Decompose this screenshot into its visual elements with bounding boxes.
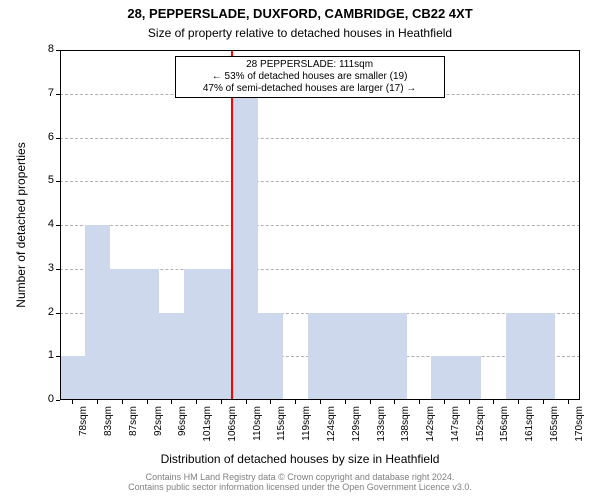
y-tick-label: 8 bbox=[36, 43, 54, 55]
x-tick-mark bbox=[419, 400, 420, 404]
y-tick-label: 7 bbox=[36, 87, 54, 99]
x-tick-mark bbox=[196, 400, 197, 404]
x-tick-mark bbox=[394, 400, 395, 404]
x-tick-label: 106sqm bbox=[227, 406, 238, 456]
x-tick-label: 101sqm bbox=[202, 406, 213, 456]
x-tick-mark bbox=[246, 400, 247, 404]
x-tick-mark bbox=[295, 400, 296, 404]
x-tick-label: 147sqm bbox=[450, 406, 461, 456]
x-tick-mark bbox=[171, 400, 172, 404]
x-tick-label: 133sqm bbox=[376, 406, 387, 456]
x-tick-mark bbox=[493, 400, 494, 404]
x-tick-mark bbox=[518, 400, 519, 404]
plot-area: 28 PEPPERSLADE: 111sqm← 53% of detached … bbox=[60, 50, 580, 400]
y-tick-mark bbox=[56, 225, 60, 226]
y-tick-label: 3 bbox=[36, 262, 54, 274]
x-tick-label: 96sqm bbox=[177, 406, 188, 456]
x-tick-label: 152sqm bbox=[475, 406, 486, 456]
y-tick-label: 0 bbox=[36, 393, 54, 405]
y-tick-label: 2 bbox=[36, 306, 54, 318]
y-tick-mark bbox=[56, 356, 60, 357]
x-tick-label: 124sqm bbox=[326, 406, 337, 456]
x-tick-mark bbox=[72, 400, 73, 404]
x-tick-mark bbox=[370, 400, 371, 404]
y-axis-label: Number of detached properties bbox=[14, 70, 28, 380]
x-axis-label: Distribution of detached houses by size … bbox=[0, 452, 600, 466]
footer-text: Contains HM Land Registry data © Crown c… bbox=[0, 472, 600, 492]
y-tick-label: 6 bbox=[36, 131, 54, 143]
x-tick-label: 170sqm bbox=[574, 406, 585, 456]
x-tick-mark bbox=[221, 400, 222, 404]
x-tick-label: 110sqm bbox=[252, 406, 263, 456]
y-tick-mark bbox=[56, 94, 60, 95]
chart-container: 28, PEPPERSLADE, DUXFORD, CAMBRIDGE, CB2… bbox=[0, 0, 600, 500]
x-tick-mark bbox=[444, 400, 445, 404]
x-tick-label: 78sqm bbox=[78, 406, 89, 456]
x-tick-mark bbox=[147, 400, 148, 404]
x-tick-label: 92sqm bbox=[153, 406, 164, 456]
x-tick-label: 115sqm bbox=[276, 406, 287, 456]
x-tick-label: 165sqm bbox=[549, 406, 560, 456]
chart-subtitle: Size of property relative to detached ho… bbox=[0, 26, 600, 40]
y-tick-mark bbox=[56, 269, 60, 270]
x-tick-mark bbox=[122, 400, 123, 404]
x-tick-mark bbox=[345, 400, 346, 404]
x-tick-mark bbox=[320, 400, 321, 404]
x-tick-mark bbox=[469, 400, 470, 404]
y-tick-mark bbox=[56, 313, 60, 314]
x-tick-label: 83sqm bbox=[103, 406, 114, 456]
x-tick-mark bbox=[568, 400, 569, 404]
chart-title: 28, PEPPERSLADE, DUXFORD, CAMBRIDGE, CB2… bbox=[0, 6, 600, 21]
x-tick-mark bbox=[543, 400, 544, 404]
y-tick-mark bbox=[56, 181, 60, 182]
y-tick-label: 1 bbox=[36, 349, 54, 361]
x-tick-label: 129sqm bbox=[351, 406, 362, 456]
y-tick-mark bbox=[56, 50, 60, 51]
y-tick-label: 4 bbox=[36, 218, 54, 230]
plot-border bbox=[60, 50, 580, 400]
y-tick-mark bbox=[56, 400, 60, 401]
y-tick-mark bbox=[56, 138, 60, 139]
x-tick-label: 142sqm bbox=[425, 406, 436, 456]
x-tick-mark bbox=[97, 400, 98, 404]
x-tick-mark bbox=[270, 400, 271, 404]
y-tick-label: 5 bbox=[36, 174, 54, 186]
x-tick-label: 119sqm bbox=[301, 406, 312, 456]
x-tick-label: 138sqm bbox=[400, 406, 411, 456]
x-tick-label: 156sqm bbox=[499, 406, 510, 456]
x-tick-label: 87sqm bbox=[128, 406, 139, 456]
x-tick-label: 161sqm bbox=[524, 406, 535, 456]
